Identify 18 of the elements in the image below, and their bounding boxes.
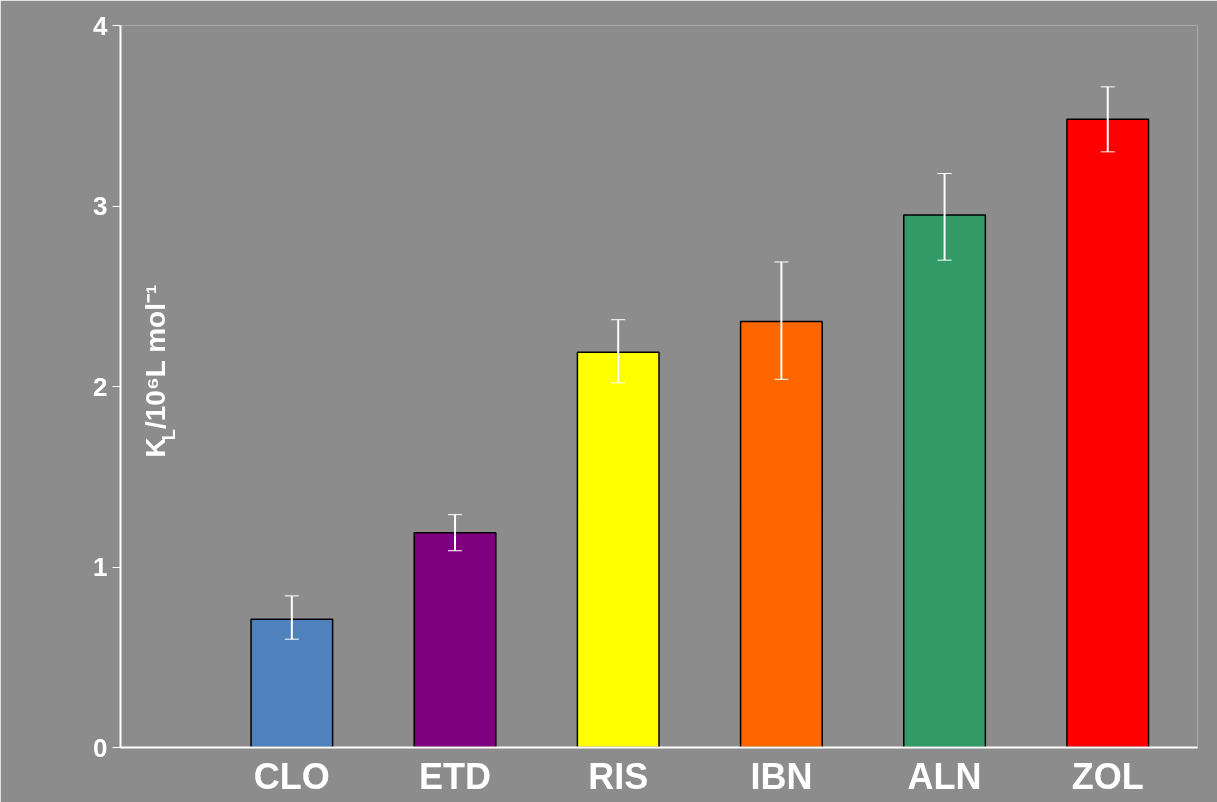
bar — [413, 531, 497, 748]
y-tick-label: 4 — [93, 10, 109, 41]
bar — [903, 214, 987, 748]
y-axis-title: KL/10⁶L mol⁻¹ — [139, 284, 179, 458]
x-tick-label: ETD — [419, 755, 492, 797]
bar — [250, 618, 334, 748]
bar — [1066, 118, 1150, 748]
bar — [576, 351, 660, 748]
x-tick-label: RIS — [588, 755, 649, 797]
x-tick-label: ALN — [907, 755, 982, 797]
x-tick-label: CLO — [253, 755, 330, 797]
y-tick-label: 1 — [93, 552, 108, 582]
y-tick-label: 3 — [93, 191, 108, 221]
x-tick-label: IBN — [750, 755, 813, 797]
y-tick-label: 0 — [93, 732, 108, 763]
x-tick-label: ZOL — [1071, 755, 1144, 797]
bar — [739, 320, 823, 748]
y-tick-label: 2 — [93, 371, 108, 402]
